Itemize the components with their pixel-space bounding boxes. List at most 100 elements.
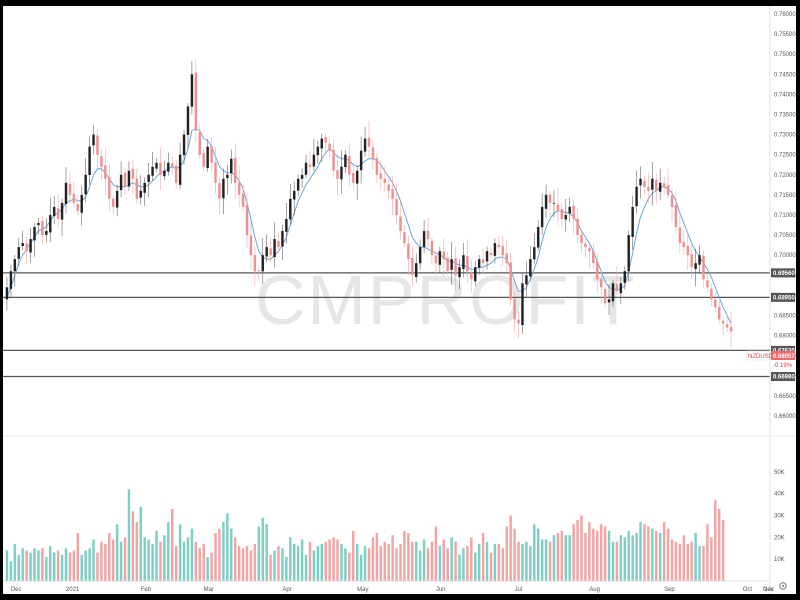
volume-bar[interactable] (434, 526, 438, 581)
candle[interactable] (564, 199, 567, 233)
volume-bar[interactable] (237, 546, 241, 581)
volume-bar[interactable] (147, 539, 150, 581)
volume-bar[interactable] (379, 546, 383, 581)
volume-bar[interactable] (375, 533, 379, 581)
volume-bar[interactable] (678, 543, 682, 581)
candle[interactable] (529, 245, 532, 282)
candle[interactable] (576, 207, 579, 244)
volume-bar[interactable] (367, 548, 371, 581)
volume-bar[interactable] (348, 552, 351, 581)
volume-bar[interactable] (226, 513, 229, 581)
candle[interactable] (572, 200, 575, 234)
candle[interactable] (631, 195, 634, 251)
candle[interactable] (615, 266, 619, 295)
candle[interactable] (76, 194, 80, 216)
candle[interactable] (56, 194, 60, 228)
volume-bar[interactable] (41, 548, 44, 581)
candle[interactable] (163, 160, 166, 181)
volume-bar[interactable] (588, 522, 591, 581)
candle[interactable] (552, 189, 556, 218)
candle[interactable] (344, 150, 347, 174)
volume-bar[interactable] (371, 537, 375, 581)
volume-bar[interactable] (316, 546, 320, 581)
candle[interactable] (603, 283, 607, 307)
volume-bar[interactable] (320, 543, 323, 581)
volume-bar[interactable] (536, 528, 540, 581)
volume-bar[interactable] (273, 550, 276, 581)
candle[interactable] (9, 264, 13, 299)
candle[interactable] (265, 234, 268, 263)
volume-bar[interactable] (163, 535, 166, 581)
candle[interactable] (422, 219, 426, 254)
volume-bar[interactable] (458, 554, 461, 581)
volume-bar[interactable] (21, 548, 24, 581)
volume-bar[interactable] (52, 552, 56, 581)
candle[interactable] (230, 149, 233, 184)
volume-bar[interactable] (37, 550, 40, 581)
candle[interactable] (375, 153, 379, 184)
volume-bar[interactable] (721, 519, 725, 581)
candle[interactable] (123, 169, 127, 196)
volume-bar[interactable] (190, 528, 194, 581)
candle[interactable] (29, 227, 32, 263)
volume-bar[interactable] (25, 550, 28, 581)
candle[interactable] (525, 261, 528, 298)
volume-bar[interactable] (462, 548, 465, 581)
volume-bar[interactable] (647, 526, 650, 581)
volume-bar[interactable] (450, 537, 453, 581)
candle[interactable] (355, 165, 359, 200)
volume-bar[interactable] (233, 537, 237, 581)
volume-bar[interactable] (328, 539, 331, 581)
volume-bar[interactable] (151, 543, 154, 581)
volume-bar[interactable] (108, 533, 111, 581)
candle[interactable] (509, 252, 512, 307)
candle[interactable] (363, 127, 367, 157)
candle[interactable] (253, 245, 257, 287)
volume-bar[interactable] (60, 554, 64, 581)
candle[interactable] (718, 300, 721, 324)
candle[interactable] (599, 269, 603, 303)
candle[interactable] (210, 136, 213, 172)
volume-bar[interactable] (312, 550, 316, 581)
volume-bar[interactable] (257, 526, 261, 581)
candle[interactable] (470, 259, 473, 293)
volume-bar[interactable] (96, 552, 99, 581)
volume-bar[interactable] (466, 546, 469, 581)
candle[interactable] (159, 147, 162, 190)
candle[interactable] (336, 154, 339, 196)
candle[interactable] (72, 181, 76, 209)
settings-gear-icon[interactable] (779, 582, 787, 590)
candle[interactable] (332, 139, 335, 178)
candle[interactable] (379, 159, 383, 190)
candle[interactable] (111, 195, 115, 215)
candle[interactable] (596, 254, 599, 293)
candle[interactable] (415, 253, 418, 283)
candle[interactable] (320, 133, 323, 162)
volume-bar[interactable] (580, 515, 583, 581)
volume-bar[interactable] (399, 543, 402, 581)
volume-bar[interactable] (690, 541, 693, 581)
candle[interactable] (627, 230, 630, 282)
volume-bar[interactable] (662, 522, 666, 581)
volume-bar[interactable] (615, 541, 619, 581)
candle[interactable] (489, 247, 493, 261)
candle[interactable] (584, 239, 587, 258)
candle[interactable] (108, 163, 111, 212)
volume-bar[interactable] (206, 557, 209, 581)
candle[interactable] (533, 233, 536, 264)
volume-bar[interactable] (308, 541, 312, 581)
volume-bar[interactable] (430, 541, 434, 581)
volume-bar[interactable] (714, 500, 717, 581)
candle[interactable] (178, 142, 182, 190)
candle[interactable] (21, 230, 24, 251)
volume-bar[interactable] (344, 548, 347, 581)
volume-bar[interactable] (682, 535, 686, 581)
candle[interactable] (698, 245, 701, 275)
candle[interactable] (80, 185, 83, 226)
candle[interactable] (544, 184, 548, 219)
candle[interactable] (167, 152, 170, 176)
candle[interactable] (497, 235, 501, 255)
candle[interactable] (300, 168, 304, 188)
candle[interactable] (540, 193, 544, 235)
candle[interactable] (37, 218, 40, 235)
